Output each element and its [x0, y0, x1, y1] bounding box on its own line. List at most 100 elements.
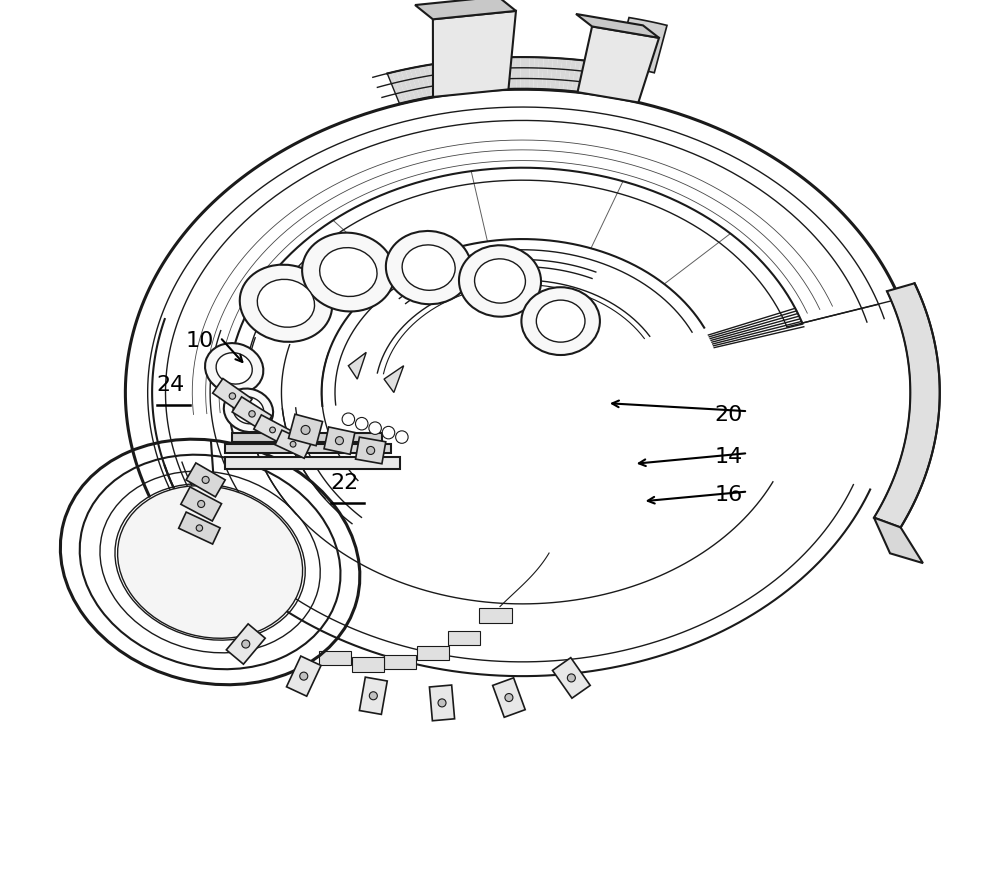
Polygon shape: [387, 72, 404, 104]
Polygon shape: [225, 457, 400, 469]
Polygon shape: [460, 60, 470, 92]
Polygon shape: [474, 59, 482, 91]
Polygon shape: [254, 415, 291, 445]
Circle shape: [301, 425, 310, 434]
Circle shape: [229, 392, 236, 400]
Circle shape: [369, 692, 377, 699]
Polygon shape: [384, 366, 404, 392]
Ellipse shape: [402, 245, 455, 290]
Polygon shape: [578, 27, 659, 103]
Polygon shape: [455, 61, 466, 93]
Polygon shape: [359, 677, 387, 714]
Polygon shape: [442, 62, 453, 95]
Ellipse shape: [386, 231, 471, 304]
Text: 10: 10: [186, 331, 214, 351]
Circle shape: [342, 413, 355, 425]
Polygon shape: [529, 57, 534, 89]
Polygon shape: [520, 57, 525, 89]
Polygon shape: [433, 11, 516, 97]
Circle shape: [290, 442, 296, 447]
Polygon shape: [542, 57, 548, 90]
Polygon shape: [428, 64, 441, 96]
Circle shape: [335, 436, 343, 444]
Polygon shape: [584, 62, 595, 94]
Circle shape: [396, 431, 408, 443]
Circle shape: [369, 422, 381, 434]
Polygon shape: [226, 624, 265, 665]
Ellipse shape: [257, 279, 315, 327]
Polygon shape: [458, 4, 506, 61]
Polygon shape: [492, 58, 499, 90]
Polygon shape: [415, 0, 516, 20]
Polygon shape: [356, 437, 386, 464]
Circle shape: [196, 524, 203, 532]
Polygon shape: [232, 397, 272, 431]
Circle shape: [505, 694, 513, 701]
Polygon shape: [571, 60, 581, 92]
Polygon shape: [232, 433, 382, 442]
Polygon shape: [553, 657, 590, 698]
Polygon shape: [401, 70, 416, 101]
Polygon shape: [405, 69, 420, 100]
Text: 24: 24: [157, 376, 185, 395]
Circle shape: [567, 674, 575, 682]
Circle shape: [438, 699, 446, 706]
Polygon shape: [429, 685, 455, 721]
Polygon shape: [488, 58, 495, 90]
Polygon shape: [538, 57, 544, 89]
Circle shape: [355, 417, 368, 430]
Ellipse shape: [459, 245, 541, 317]
Polygon shape: [348, 352, 366, 379]
Polygon shape: [286, 656, 321, 697]
Circle shape: [198, 500, 205, 508]
Polygon shape: [597, 63, 609, 95]
Ellipse shape: [216, 352, 252, 384]
Ellipse shape: [233, 397, 264, 424]
Ellipse shape: [118, 485, 303, 639]
Polygon shape: [289, 414, 323, 446]
Polygon shape: [396, 70, 412, 102]
Polygon shape: [410, 68, 424, 99]
Ellipse shape: [302, 233, 395, 311]
Polygon shape: [446, 62, 457, 94]
Circle shape: [242, 640, 250, 648]
Text: 22: 22: [331, 474, 359, 493]
Polygon shape: [533, 57, 539, 89]
Text: 14: 14: [714, 447, 742, 467]
Ellipse shape: [205, 343, 263, 393]
Polygon shape: [186, 463, 225, 497]
Polygon shape: [213, 378, 252, 414]
Ellipse shape: [521, 287, 600, 355]
Circle shape: [249, 410, 255, 417]
Polygon shape: [384, 655, 416, 669]
Polygon shape: [275, 430, 311, 458]
Polygon shape: [181, 487, 222, 521]
Polygon shape: [423, 65, 436, 97]
Polygon shape: [567, 59, 576, 92]
Polygon shape: [576, 14, 659, 37]
Polygon shape: [525, 57, 530, 89]
Polygon shape: [324, 427, 355, 454]
Ellipse shape: [224, 389, 273, 432]
Polygon shape: [516, 57, 521, 89]
Polygon shape: [419, 66, 432, 98]
Text: 16: 16: [714, 485, 742, 505]
Polygon shape: [437, 62, 449, 95]
Polygon shape: [550, 58, 558, 90]
Circle shape: [202, 476, 209, 483]
Circle shape: [300, 673, 308, 680]
Polygon shape: [511, 57, 516, 89]
Polygon shape: [502, 57, 508, 89]
Polygon shape: [616, 18, 667, 73]
Polygon shape: [414, 67, 428, 99]
Polygon shape: [874, 517, 923, 563]
Polygon shape: [588, 62, 599, 94]
Polygon shape: [352, 657, 384, 672]
Polygon shape: [479, 608, 512, 623]
Circle shape: [382, 426, 395, 439]
Polygon shape: [417, 646, 449, 660]
Polygon shape: [478, 59, 487, 91]
Polygon shape: [448, 631, 480, 645]
Circle shape: [367, 446, 375, 455]
Circle shape: [270, 427, 275, 433]
